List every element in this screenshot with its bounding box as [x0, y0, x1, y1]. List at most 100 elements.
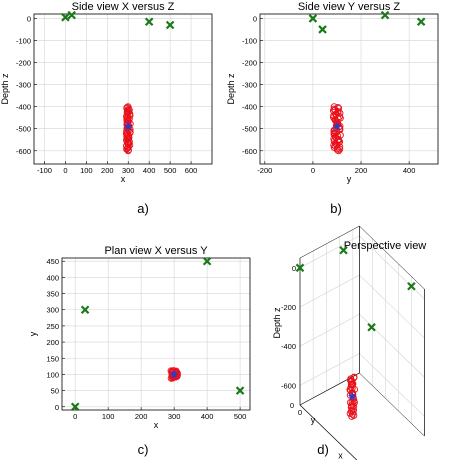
axis-edge: [299, 225, 360, 259]
grid-line-z: [299, 274, 360, 308]
x-tick-label: 100: [80, 166, 93, 175]
y-tick-label: -200: [242, 59, 257, 68]
chart-title: Side view Y versus Z: [298, 1, 401, 13]
station-marker: [407, 281, 416, 291]
z-tick-label: -600: [281, 381, 296, 390]
x-tick-label: 0: [73, 412, 77, 421]
station-marker: [416, 17, 426, 26]
y-tick-label: 200: [46, 338, 59, 347]
y-tick-label: 250: [46, 322, 59, 331]
x-tick-label: -200: [257, 166, 272, 175]
y-tick-label: -600: [242, 147, 257, 156]
y-axis-label: y: [28, 331, 38, 336]
station-marker: [235, 386, 245, 395]
chart-title: Side view X versus Z: [72, 1, 175, 13]
axes-frame: [259, 13, 439, 165]
x-tick-label: 400: [201, 412, 214, 421]
station-marker: [202, 256, 212, 266]
y-tick-label: -500: [242, 125, 257, 134]
y-tick-label: 400: [46, 273, 59, 282]
hypocenter-star: [123, 121, 133, 131]
event-circle: [348, 384, 356, 392]
y-tick-label: -400: [242, 103, 257, 112]
grid-line-z: [359, 274, 425, 339]
panel-b-side-view-y-z: -200 0 200 400 0 -100 -200 -300 -400 -500 -600 Side…: [226, 1, 439, 184]
y-tick-label: 450: [46, 257, 59, 266]
hypocenter-star: [347, 391, 357, 401]
y-tick-label: 300: [46, 306, 59, 315]
station-marker: [380, 10, 390, 20]
x-tick-label: 300: [168, 412, 181, 421]
x-tick-label: 500: [234, 412, 247, 421]
event-circle: [350, 373, 358, 381]
z-tick-label: -400: [281, 342, 296, 351]
x-tick-label: 0: [298, 408, 302, 417]
chart-title: Perspective view: [344, 240, 427, 252]
grid-line-z: [299, 313, 360, 347]
x-tick-label: 100: [102, 412, 115, 421]
y-axis-label: y: [311, 415, 316, 425]
y-tick-label: 0: [290, 401, 294, 410]
panel-label-c: c): [138, 442, 149, 457]
axis-edge: [299, 404, 358, 460]
y-axis-label: Depth z: [226, 73, 236, 105]
panel-c-plan-view-x-y: 0 100 200 300 400 500 0 50 100 150 200 250 300 350 400…: [28, 245, 251, 430]
axes-frame: [61, 257, 251, 411]
x-tick-label: 0: [311, 166, 315, 175]
panel-label-b: b): [330, 201, 342, 216]
x-tick-label: 500: [164, 166, 177, 175]
event-circle: [123, 104, 131, 111]
x-axis-label: x: [121, 174, 126, 184]
panel-a-side-view-x-z: -100 0 100 200 300 400 500 600 0 -100 -200 -300 -400…: [0, 1, 213, 184]
grid-line-z: [359, 353, 425, 417]
y-tick-label: -500: [16, 125, 31, 134]
y-tick-label: 100: [46, 370, 59, 379]
y-tick-label: -400: [16, 103, 31, 112]
y-tick-label: -600: [16, 147, 31, 156]
x-axis-label: x: [338, 451, 343, 460]
station-marker: [318, 25, 327, 34]
x-tick-label: 0: [63, 166, 67, 175]
axes-frame: [33, 13, 213, 165]
hypocenter-star: [169, 369, 179, 379]
event-circle: [124, 103, 132, 111]
station-marker: [367, 322, 376, 332]
station-marker: [295, 263, 305, 273]
event-circle: [347, 375, 355, 383]
x-tick-label: -100: [37, 166, 52, 175]
x-tick-label: 200: [101, 166, 114, 175]
event-circle: [330, 137, 338, 145]
x-tick-label: 400: [143, 166, 156, 175]
z-axis-label: Depth z: [272, 307, 282, 339]
y-tick-label: 50: [51, 387, 59, 396]
panel-label-a: a): [137, 201, 149, 216]
chart-title: Plan view X versus Y: [104, 245, 208, 257]
event-circle: [334, 104, 342, 111]
event-circle: [335, 104, 343, 112]
grid-line-z: [299, 353, 360, 386]
panel-d-perspective-view: 0-200-400-60005000Perspective viewDepth …: [272, 225, 427, 460]
axis-edge: [359, 225, 425, 290]
hypocenter-star: [332, 121, 342, 131]
event-circle: [348, 381, 356, 389]
x-axis-label: y: [347, 174, 352, 184]
y-tick-label: 0: [55, 403, 59, 412]
y-tick-label: 350: [46, 290, 59, 299]
y-tick-label: 0: [253, 14, 257, 23]
x-tick-label: 400: [403, 166, 416, 175]
station-marker: [67, 10, 76, 20]
panel-label-d: d): [317, 442, 329, 457]
station-marker: [61, 13, 70, 22]
x-axis-label: x: [154, 420, 159, 430]
station-marker: [70, 402, 80, 412]
y-axis-label: Depth z: [0, 73, 10, 105]
grid-line-z: [299, 235, 360, 269]
y-tick-label: -300: [242, 81, 257, 90]
y-tick-label: -100: [16, 36, 31, 45]
station-marker: [80, 305, 90, 315]
station-marker: [144, 17, 154, 26]
x-tick-label: 600: [185, 166, 198, 175]
y-tick-label: -300: [16, 81, 31, 90]
x-tick-label: 300: [122, 166, 135, 175]
